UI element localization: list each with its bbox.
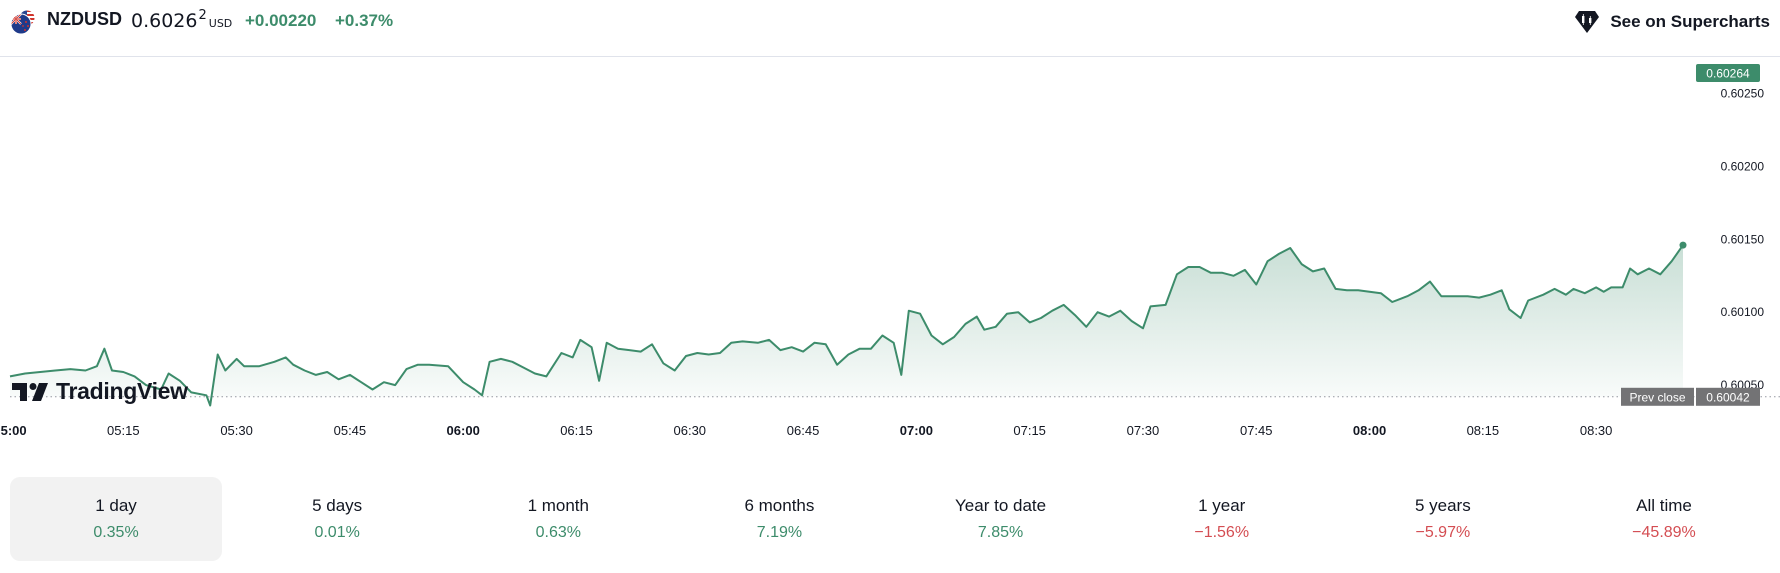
period-value: −5.97%: [1415, 524, 1471, 541]
x-tick-label: 07:45: [1240, 423, 1273, 438]
period-value: −45.89%: [1632, 524, 1696, 541]
last-price-dot: [1679, 241, 1687, 249]
x-tick-label: 06:15: [560, 423, 593, 438]
y-tick-label: 0.60200: [1721, 159, 1765, 173]
nzd-usd-flag-icon: [10, 9, 36, 35]
period-label: 1 month: [527, 496, 589, 515]
x-tick-label: 08:15: [1467, 423, 1500, 438]
period-1-month[interactable]: 1 month 0.63%: [452, 477, 664, 561]
x-tick-label: 05:30: [220, 423, 253, 438]
price-fraction: 2: [198, 8, 207, 23]
price-change-absolute: +0.00220: [245, 11, 317, 30]
period-label: 5 days: [312, 496, 363, 515]
period-6-months[interactable]: 6 months 7.19%: [673, 477, 885, 561]
price-area-fill: [10, 245, 1683, 406]
x-tick-label: 06:30: [674, 423, 707, 438]
supercharts-icon: [1575, 11, 1600, 33]
symbol-name: NZDUSD: [47, 9, 122, 29]
x-tick-label: 05:15: [107, 423, 140, 438]
tradingview-wordmark: TradingView: [56, 378, 188, 404]
period-label: 5 years: [1414, 496, 1471, 515]
period-value: 7.19%: [756, 524, 803, 541]
last-price-badge: [1696, 64, 1760, 83]
prev-close-value-label: 0.60042: [1706, 390, 1750, 404]
x-tick-label: 07:00: [900, 423, 933, 438]
period-label: 1 day: [95, 496, 137, 515]
see-on-supercharts-button[interactable]: See on Supercharts: [1574, 8, 1770, 36]
current-price: 0.60262USD: [131, 8, 233, 32]
period-5-days[interactable]: 5 days 0.01%: [231, 477, 443, 561]
x-tick-label: 05:00: [0, 423, 27, 438]
symbol-header: NZDUSD 0.60262USD +0.00220 +0.37% See on…: [0, 0, 1780, 57]
tradingview-logo[interactable]: TradingView: [12, 378, 188, 405]
x-tick-label: 08:00: [1353, 423, 1386, 438]
price-currency: USD: [208, 17, 233, 30]
period-value: 7.85%: [977, 524, 1024, 541]
supercharts-label: See on Supercharts: [1610, 12, 1770, 31]
period-value: 0.35%: [93, 524, 139, 541]
price-main: 0.6026: [131, 10, 198, 32]
x-tick-label: 07:15: [1013, 423, 1046, 438]
period-label: All time: [1636, 496, 1692, 515]
performance-periods: 1 day 0.35% 5 days 0.01% 1 month 0.63% 6…: [10, 477, 1770, 561]
period-label: Year to date: [955, 496, 1047, 515]
prev-close-badge: [1621, 387, 1694, 406]
price-change-percent: +0.37%: [335, 11, 394, 30]
period-all-time[interactable]: All time −45.89%: [1558, 477, 1770, 561]
x-tick-label: 07:30: [1127, 423, 1160, 438]
x-tick-label: 06:00: [447, 423, 480, 438]
y-tick-label: 0.60150: [1721, 232, 1765, 246]
period-1-year[interactable]: 1 year −1.56%: [1116, 477, 1328, 561]
y-tick-label: 0.60100: [1721, 305, 1765, 319]
period-5-years[interactable]: 5 years −5.97%: [1337, 477, 1549, 561]
period-value: 0.01%: [314, 524, 360, 541]
prev-close-value-badge: [1696, 387, 1760, 406]
period-1-day[interactable]: 1 day 0.35%: [10, 477, 222, 561]
last-price-label: 0.60264: [1706, 67, 1750, 81]
x-tick-label: 06:45: [787, 423, 820, 438]
period-label: 1 year: [1198, 496, 1246, 515]
y-tick-label: 0.60250: [1721, 86, 1765, 100]
period-value: −1.56%: [1194, 524, 1250, 541]
tradingview-logo-icon: [12, 382, 48, 401]
x-tick-label: 08:30: [1580, 423, 1613, 438]
period-label: 6 months: [744, 496, 815, 515]
period-year-to-date[interactable]: Year to date 7.85%: [895, 477, 1107, 561]
x-tick-label: 05:45: [334, 423, 367, 438]
price-series-line: [9, 244, 1684, 407]
prev-close-label: Prev close: [1629, 390, 1685, 404]
period-value: 0.63%: [535, 524, 581, 541]
